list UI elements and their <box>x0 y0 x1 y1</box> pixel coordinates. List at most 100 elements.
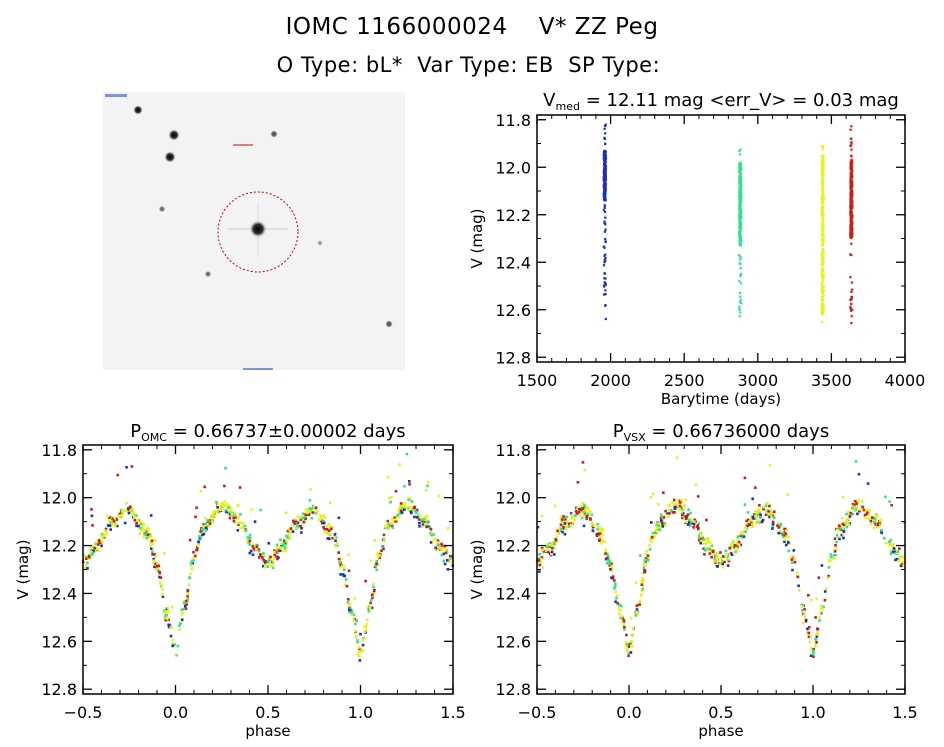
data-point <box>113 517 117 520</box>
data-point <box>617 607 621 610</box>
data-point-season-4 <box>850 181 854 184</box>
data-point-season-1 <box>603 127 606 130</box>
data-point-season-1 <box>602 264 606 267</box>
data-point <box>772 516 776 519</box>
chart-title-rest: = 12.11 mag <err_V> = 0.03 mag <box>580 90 899 111</box>
data-point <box>420 525 424 529</box>
data-point <box>367 610 371 613</box>
data-point <box>376 555 380 559</box>
data-point <box>585 515 589 518</box>
data-point <box>848 515 852 518</box>
data-point <box>372 589 376 593</box>
data-point <box>325 528 329 531</box>
data-point <box>334 539 337 543</box>
data-point <box>86 567 89 570</box>
data-point <box>316 510 319 513</box>
data-point <box>347 553 350 556</box>
data-point-season-4 <box>849 231 852 234</box>
data-point <box>142 523 146 527</box>
data-point-season-4 <box>850 165 854 168</box>
data-point <box>220 501 224 505</box>
data-point <box>667 514 670 517</box>
data-point <box>421 523 425 526</box>
data-point <box>185 603 188 606</box>
data-point-season-4 <box>849 235 852 238</box>
data-point <box>810 598 813 602</box>
data-point <box>426 480 430 484</box>
data-point-season-4 <box>851 183 854 186</box>
data-point <box>328 537 331 541</box>
data-point-season-4 <box>850 189 853 192</box>
data-point <box>649 496 652 499</box>
data-point <box>308 509 311 513</box>
data-point-season-3 <box>821 159 824 162</box>
data-point <box>396 513 399 517</box>
data-point-season-4 <box>850 205 853 208</box>
data-point-season-1 <box>602 293 606 296</box>
data-point-season-3 <box>820 286 823 289</box>
data-point <box>116 473 119 477</box>
data-point <box>642 566 646 569</box>
data-point <box>450 555 454 558</box>
data-point <box>418 525 421 528</box>
data-point-season-2 <box>738 162 741 166</box>
data-point <box>858 508 862 511</box>
data-point <box>784 528 787 531</box>
data-point <box>587 506 590 510</box>
data-point <box>347 598 350 601</box>
data-point <box>894 551 897 555</box>
data-point <box>223 484 226 488</box>
data-point <box>171 642 175 645</box>
x-tick-label: −0.5 <box>518 703 557 722</box>
data-point <box>894 548 897 552</box>
data-point <box>365 623 369 626</box>
data-point <box>429 528 433 531</box>
data-point <box>225 502 229 506</box>
data-point <box>661 525 664 528</box>
data-point <box>854 500 857 503</box>
data-point-season-4 <box>849 299 852 302</box>
data-point <box>322 525 325 529</box>
data-point <box>880 531 883 535</box>
data-point <box>425 517 428 521</box>
field-star <box>164 151 176 163</box>
data-point <box>855 502 858 505</box>
data-point-season-3 <box>821 164 824 168</box>
data-point <box>204 529 207 532</box>
data-point <box>161 593 164 596</box>
data-point <box>888 543 892 547</box>
data-point <box>889 538 892 542</box>
data-point <box>251 543 254 547</box>
data-point <box>620 620 624 624</box>
data-point <box>673 503 676 507</box>
data-point <box>747 518 750 522</box>
data-point <box>645 549 649 553</box>
data-point <box>341 564 344 568</box>
data-point <box>615 594 619 597</box>
data-point <box>716 565 719 568</box>
data-point <box>863 513 867 517</box>
data-point <box>640 589 644 593</box>
data-point-season-4 <box>850 281 853 284</box>
data-point <box>901 556 905 559</box>
data-point <box>448 554 452 558</box>
data-point <box>855 506 858 509</box>
data-point-season-4 <box>849 160 852 163</box>
data-point <box>895 557 899 561</box>
data-point-season-3 <box>822 286 825 289</box>
data-point <box>608 564 612 567</box>
data-point-season-2 <box>738 233 741 236</box>
data-point <box>834 544 837 547</box>
data-point <box>399 509 403 513</box>
object-id: IOMC 1166000024 <box>285 14 508 40</box>
data-point <box>442 559 445 563</box>
data-point <box>401 506 405 510</box>
data-point <box>323 516 326 520</box>
data-point <box>720 559 724 562</box>
data-point-season-3 <box>820 288 824 291</box>
data-point <box>90 514 94 518</box>
data-point-season-2 <box>739 174 742 177</box>
data-point <box>880 529 883 532</box>
data-point <box>579 510 582 513</box>
data-point <box>227 509 230 512</box>
